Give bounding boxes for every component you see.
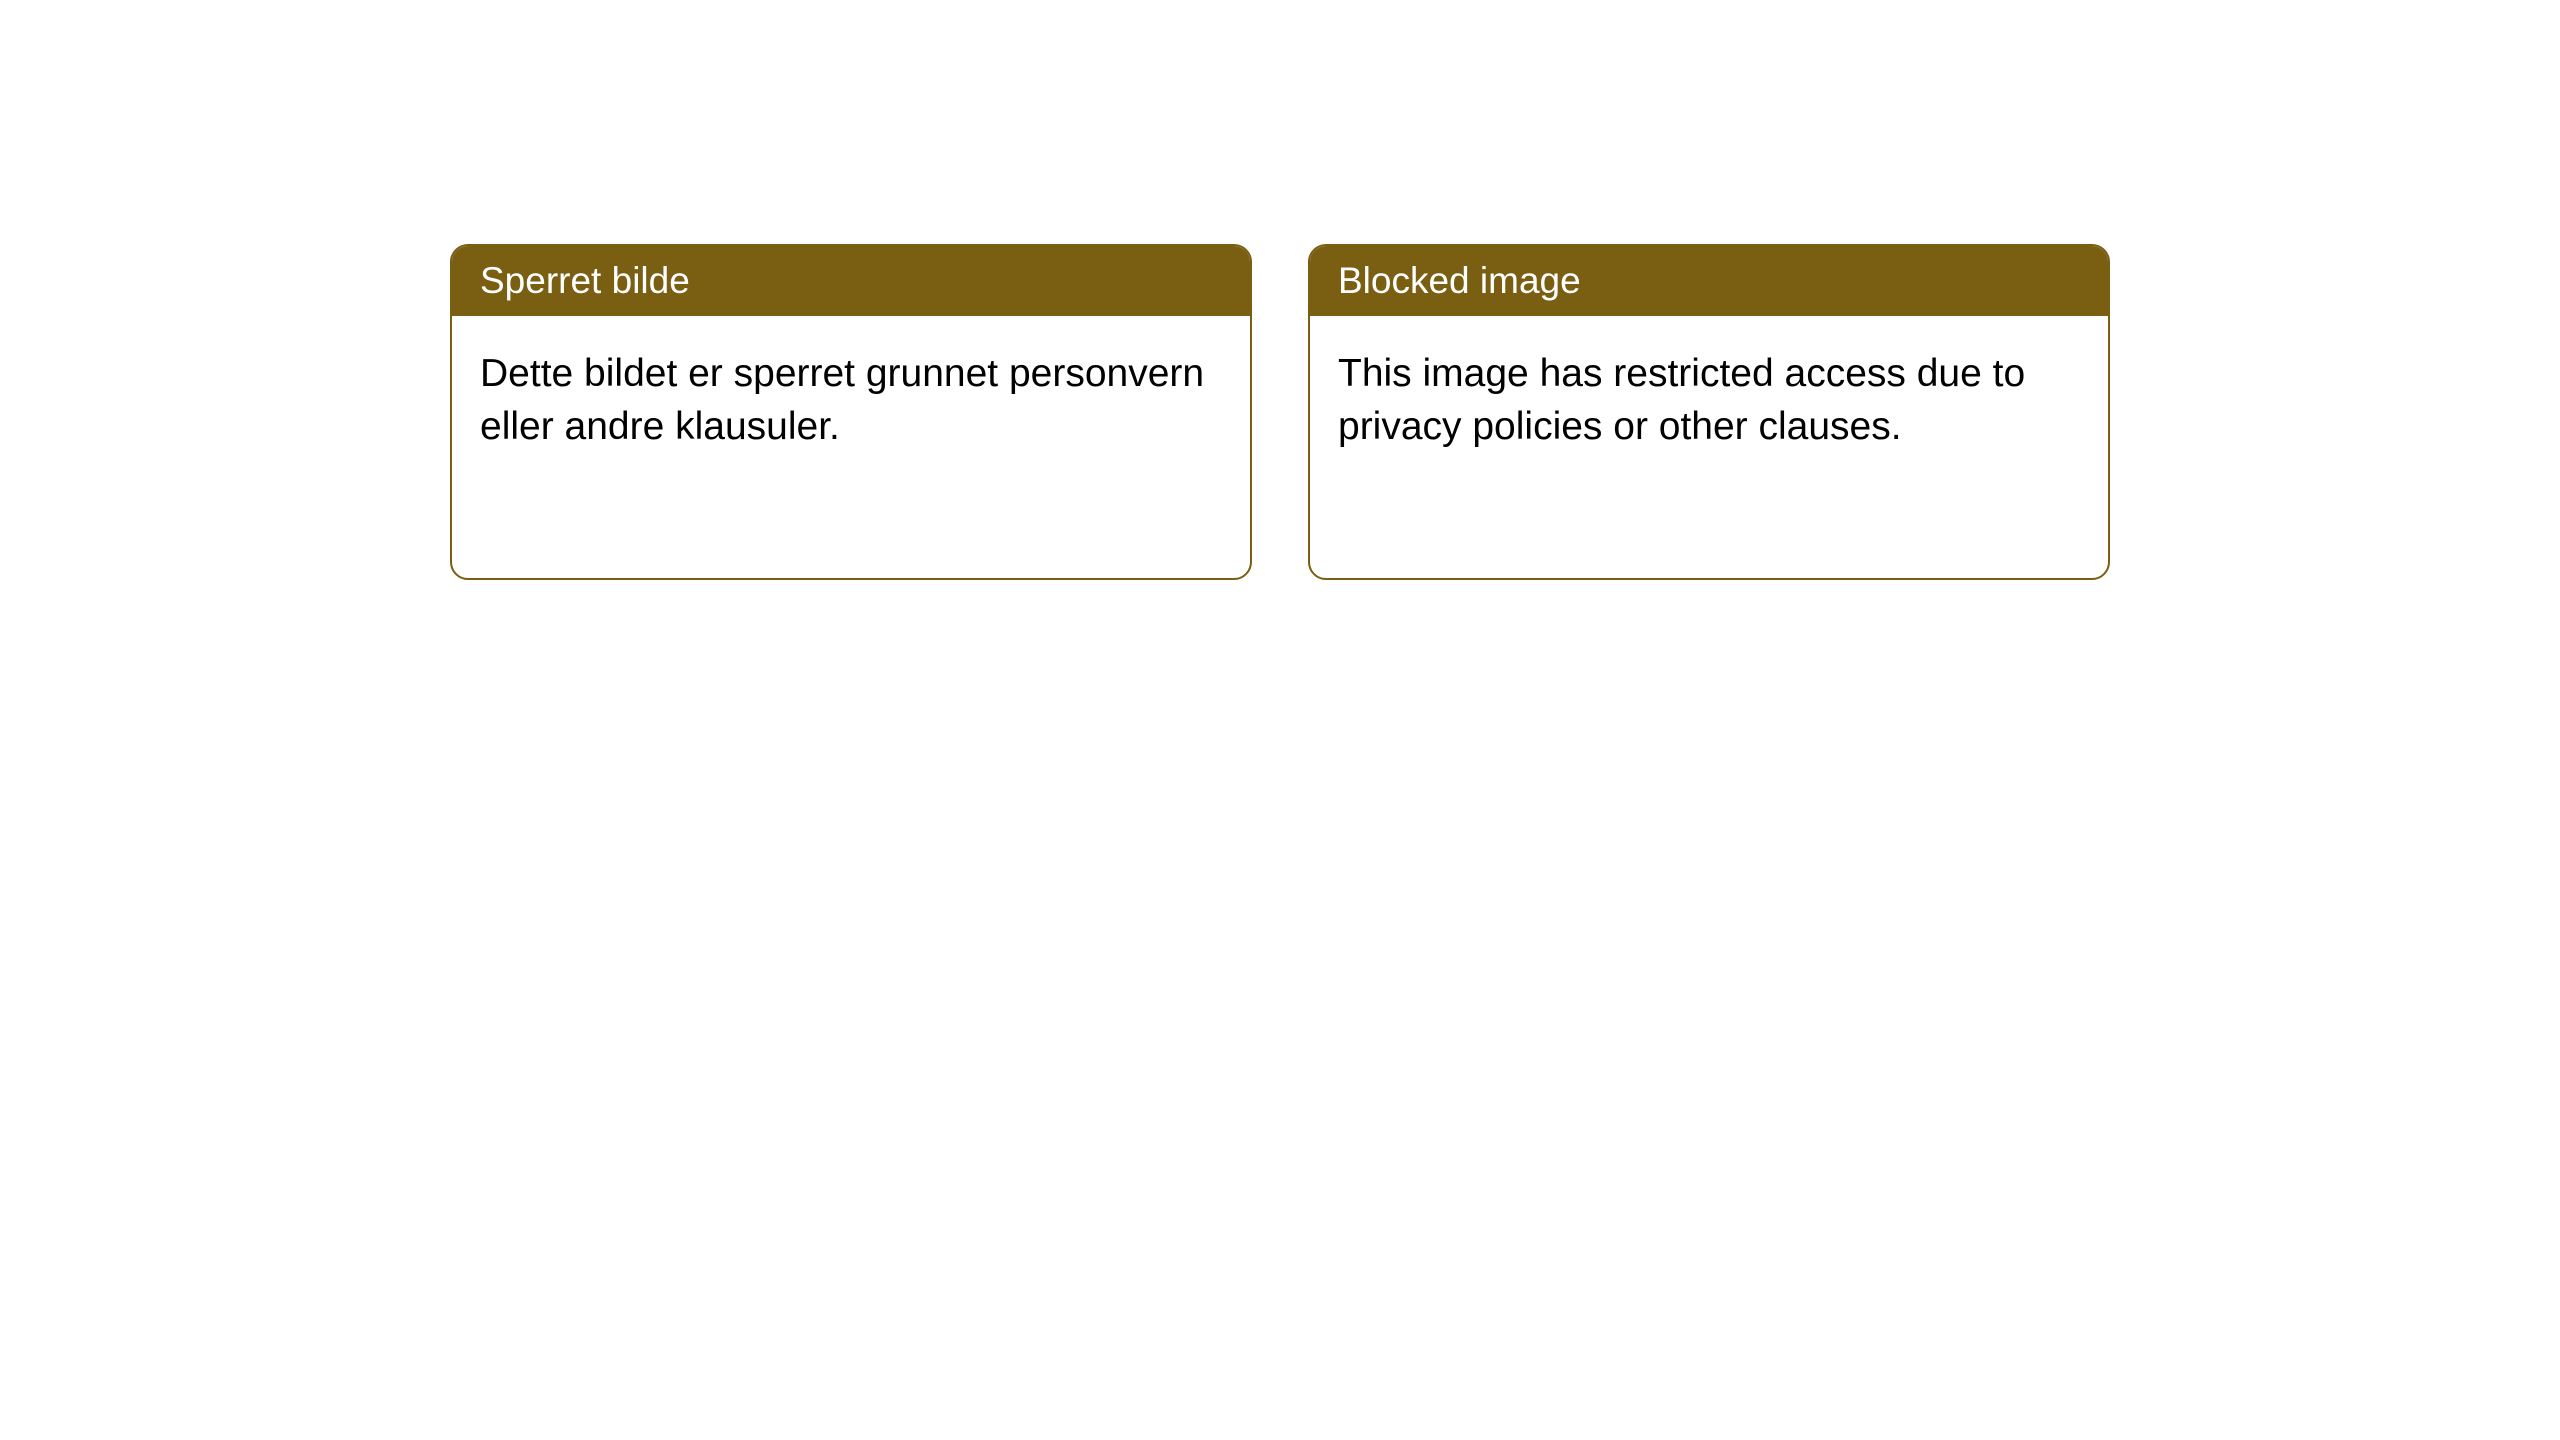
notice-card-no: Sperret bilde Dette bildet er sperret gr… [450, 244, 1252, 580]
notice-container: Sperret bilde Dette bildet er sperret gr… [450, 244, 2110, 580]
card-header-text: Sperret bilde [480, 260, 690, 301]
card-header-text: Blocked image [1338, 260, 1581, 301]
card-body-no: Dette bildet er sperret grunnet personve… [452, 316, 1250, 485]
card-body-en: This image has restricted access due to … [1310, 316, 2108, 485]
card-body-text: This image has restricted access due to … [1338, 352, 2025, 448]
card-header-en: Blocked image [1310, 246, 2108, 316]
card-header-no: Sperret bilde [452, 246, 1250, 316]
card-body-text: Dette bildet er sperret grunnet personve… [480, 352, 1204, 448]
notice-card-en: Blocked image This image has restricted … [1308, 244, 2110, 580]
